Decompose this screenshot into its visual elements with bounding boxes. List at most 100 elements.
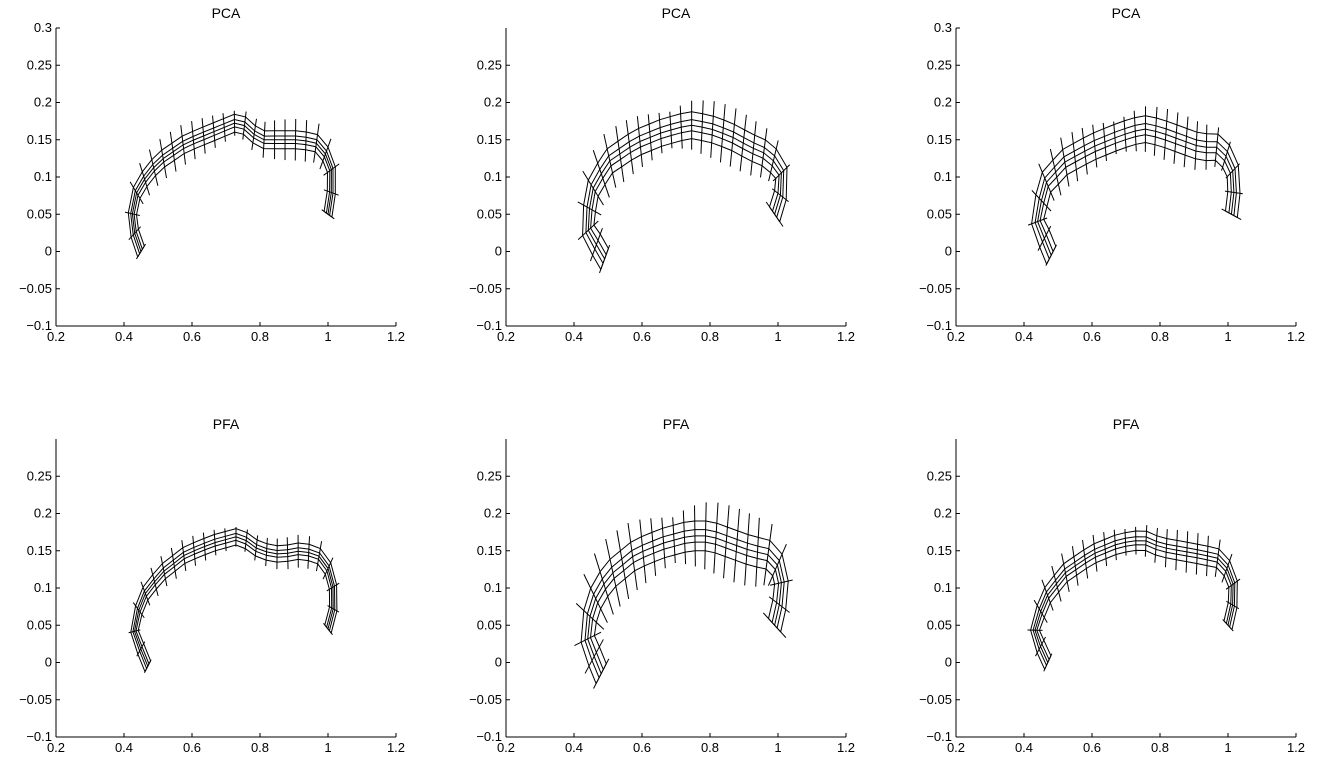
x-tick-label: 0.6 bbox=[1083, 329, 1101, 344]
mode-vector bbox=[224, 528, 227, 552]
y-tick-label: 0.2 bbox=[34, 95, 52, 110]
mode-vector bbox=[1060, 137, 1070, 187]
mode-vector bbox=[1033, 599, 1048, 623]
shape-contour-4 bbox=[132, 532, 336, 669]
shape-contour-3 bbox=[587, 124, 782, 260]
x-tick-label: 0.8 bbox=[251, 740, 269, 755]
chart-panel-2: PCA 0.2 0.4 0.6 0.8 1 1.2 −0.1 −0.05 0 0.05 0.1 0.15… bbox=[469, 5, 855, 344]
mode-vector bbox=[1175, 529, 1178, 571]
y-tick-label: 0.25 bbox=[27, 468, 52, 483]
mode-vector bbox=[713, 502, 719, 574]
mode-vector bbox=[1206, 535, 1209, 577]
mode-vector bbox=[605, 538, 621, 607]
panel-title: PCA bbox=[1112, 5, 1141, 21]
mode-vector bbox=[1195, 533, 1199, 575]
panel-title: PFA bbox=[1113, 416, 1140, 432]
y-tick-label: −0.05 bbox=[19, 281, 52, 296]
shape-contour-2 bbox=[590, 130, 780, 255]
mode-vector bbox=[627, 523, 638, 591]
mode-vector bbox=[750, 121, 757, 176]
mode-vector bbox=[739, 114, 747, 172]
y-tick-label: 0.05 bbox=[927, 206, 952, 221]
mode-vector bbox=[1041, 579, 1054, 611]
mode-vector bbox=[1071, 546, 1079, 586]
y-tick-label: −0.1 bbox=[476, 318, 502, 333]
x-tick-label: 0.6 bbox=[1083, 740, 1101, 755]
mode-vector bbox=[584, 639, 604, 674]
mode-vector bbox=[1038, 163, 1055, 201]
y-tick-label: 0 bbox=[495, 244, 502, 259]
mode-vector bbox=[583, 574, 608, 623]
x-tick-label: 0.8 bbox=[701, 740, 719, 755]
y-tick-label: 0.05 bbox=[27, 206, 52, 221]
shape-contour-5 bbox=[580, 520, 789, 684]
y-tick-label: 0.1 bbox=[34, 169, 52, 184]
y-tick-label: 0.25 bbox=[927, 468, 952, 483]
mode-vector bbox=[212, 115, 216, 148]
y-tick-label: 0.15 bbox=[27, 543, 52, 558]
mode-vector bbox=[180, 125, 186, 165]
mode-vector bbox=[140, 581, 151, 606]
x-tick-label: 0.4 bbox=[115, 740, 133, 755]
mode-vector bbox=[1123, 116, 1127, 152]
mode-vector bbox=[213, 529, 217, 556]
y-tick-label: −0.05 bbox=[19, 692, 52, 707]
mode-vector bbox=[574, 631, 602, 647]
mode-vector bbox=[326, 582, 340, 592]
x-tick-label: 1 bbox=[1224, 329, 1231, 344]
mode-vector bbox=[139, 163, 151, 196]
mode-vector bbox=[592, 150, 610, 198]
y-tick-label: 0.1 bbox=[934, 580, 952, 595]
mode-vector bbox=[767, 544, 787, 586]
mode-vector bbox=[599, 244, 611, 274]
x-tick-label: 0.6 bbox=[183, 740, 201, 755]
mode-vector bbox=[136, 243, 146, 260]
mode-vector bbox=[1124, 529, 1127, 556]
mode-vector bbox=[1225, 578, 1241, 590]
mode-vector bbox=[575, 602, 605, 630]
mode-vector bbox=[625, 120, 634, 175]
mode-vector bbox=[589, 228, 603, 262]
mode-vector bbox=[1081, 127, 1088, 175]
mode-vector bbox=[160, 556, 168, 587]
chart-panel-5: PFA 0.2 0.4 0.6 0.8 1 1.2 −0.1 −0.05 0 0.05 0.1 0.15… bbox=[469, 416, 855, 755]
mode-vector bbox=[679, 105, 683, 149]
mode-vector bbox=[682, 510, 687, 565]
mode-vector bbox=[1225, 163, 1241, 179]
mode-vector bbox=[1071, 131, 1079, 182]
mode-vector bbox=[1027, 217, 1048, 226]
x-tick-label: 0.2 bbox=[47, 740, 65, 755]
chart-panel-3: PCA 0.2 0.4 0.6 0.8 1 1.2 −0.1 −0.05 0 0.05 0.1 0.15… bbox=[919, 5, 1305, 344]
y-tick-label: 0.15 bbox=[927, 543, 952, 558]
y-tick-label: 0.2 bbox=[934, 506, 952, 521]
x-tick-label: 0.4 bbox=[565, 740, 583, 755]
shape-contour-5 bbox=[127, 113, 336, 258]
shape-contour-2 bbox=[589, 541, 780, 670]
mode-vector bbox=[129, 181, 144, 205]
mode-vector bbox=[1154, 527, 1158, 563]
panel-title: PFA bbox=[213, 416, 240, 432]
mode-vector bbox=[327, 605, 340, 613]
mode-vector bbox=[1035, 636, 1046, 657]
mode-vector bbox=[577, 220, 599, 240]
mode-vector bbox=[1226, 600, 1240, 610]
panel-title: PCA bbox=[212, 5, 241, 21]
shape-contour-4 bbox=[1032, 536, 1236, 666]
shape-contour-2 bbox=[1039, 134, 1232, 252]
shape-contour-5 bbox=[582, 111, 788, 270]
y-tick-label: 0.2 bbox=[934, 95, 952, 110]
x-tick-label: 0.6 bbox=[633, 329, 651, 344]
x-tick-label: 0.8 bbox=[251, 329, 269, 344]
y-tick-label: 0.1 bbox=[484, 580, 502, 595]
mode-vector bbox=[319, 138, 332, 170]
y-tick-label: 0.15 bbox=[27, 132, 52, 147]
mode-vector bbox=[1037, 225, 1052, 251]
y-tick-label: 0.1 bbox=[484, 169, 502, 184]
shape-contour-3 bbox=[1034, 540, 1234, 663]
shape-contour-1 bbox=[137, 544, 331, 661]
x-tick-label: 1 bbox=[324, 740, 331, 755]
shape-contour-1 bbox=[135, 131, 329, 247]
mode-vector bbox=[661, 517, 666, 569]
y-tick-label: 0.15 bbox=[477, 132, 502, 147]
mode-vector bbox=[304, 120, 308, 162]
